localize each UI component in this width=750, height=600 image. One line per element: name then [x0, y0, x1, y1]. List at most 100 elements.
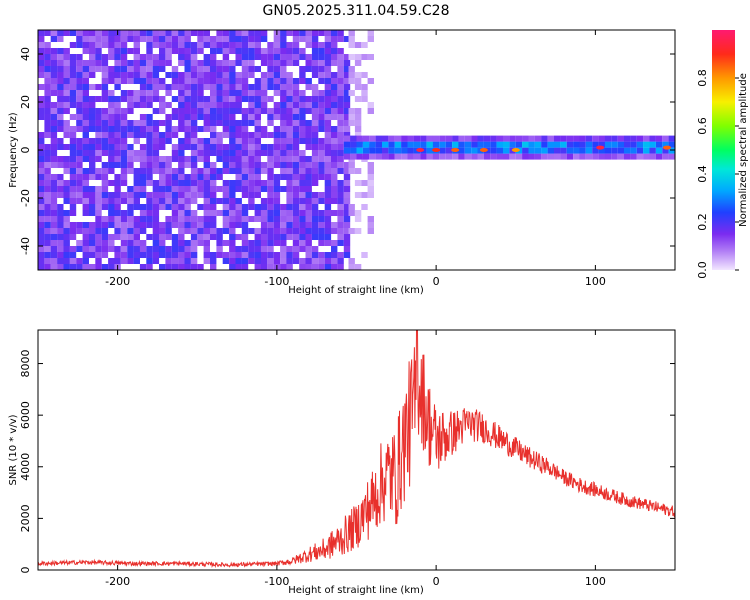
spectrogram-cell [305, 78, 312, 84]
colorbar: 0.00.20.40.60.8 Normalized spectral ampl… [696, 30, 749, 279]
spectrogram-cell [159, 246, 166, 252]
spectrogram-cell [267, 78, 274, 84]
spectrogram-cell [69, 222, 77, 228]
spectrogram-cell [260, 180, 268, 186]
spectrogram-cell [267, 246, 274, 252]
spectrogram-cell [146, 204, 153, 210]
spectrogram-cell [165, 54, 172, 60]
spectrogram-cell [305, 198, 312, 204]
spectrogram-cell [375, 147, 382, 154]
spectrogram-cell [210, 252, 217, 258]
spectrogram-cell [324, 192, 332, 198]
spectrogram-cell [490, 141, 497, 148]
spectrogram-cell [190, 138, 198, 144]
x-tick-label: -200 [105, 575, 130, 588]
spectrogram-cell [197, 42, 204, 48]
spectrogram-cell [203, 246, 210, 252]
spectrogram-cell [50, 228, 58, 234]
spectrogram-cell [159, 240, 166, 246]
spectrogram-cell [280, 114, 287, 120]
spectrogram-cell [120, 42, 128, 48]
spectrogram-cell [133, 180, 140, 186]
spectrogram-cell [146, 258, 153, 264]
spectrogram-cell [286, 168, 293, 174]
spectrogram-cell [324, 168, 332, 174]
spectrogram-cell [159, 222, 166, 228]
spectrogram-cell [280, 66, 287, 72]
spectrogram-cell [267, 240, 274, 246]
spectrogram-cell [178, 186, 185, 192]
spectrogram-cell [280, 174, 287, 180]
spectrogram-cell [108, 120, 115, 126]
spectrogram-cell [662, 135, 669, 142]
spectrogram-cell [267, 114, 274, 120]
spectrogram-cell [337, 228, 344, 234]
spectrogram-cell [254, 216, 261, 222]
spectrogram-cell [343, 102, 351, 108]
spectrogram-cell [598, 147, 605, 154]
spectrogram-cell [101, 222, 109, 228]
spectrogram-cell [178, 204, 185, 210]
spectrogram-cell [643, 147, 650, 154]
spectrogram-cell [407, 135, 414, 142]
spectrogram-cell [222, 90, 230, 96]
spectrogram-cell [152, 186, 160, 192]
spectrogram-cell [413, 135, 421, 142]
spectrogram-cell [254, 138, 261, 144]
spectrogram-cell [401, 153, 408, 160]
spectrogram-cell [267, 198, 274, 204]
spectrogram-cell [190, 168, 198, 174]
spectrogram-cell [299, 96, 306, 102]
spectrogram-cell [114, 210, 121, 216]
spectrogram-cell [305, 240, 312, 246]
spectrogram-cell [171, 234, 179, 240]
spectrogram-cell [203, 168, 210, 174]
spectrogram-cell [178, 60, 185, 66]
spectrogram-cell [318, 54, 325, 60]
spectrogram-cell [401, 141, 408, 148]
spectrogram-cell [95, 228, 102, 234]
spectrogram-cell [120, 66, 128, 72]
spectrogram-cell [311, 168, 319, 174]
spectrogram-cell [44, 192, 51, 198]
spectrogram-cell [50, 78, 58, 84]
spectrogram-cell [241, 120, 249, 126]
spectrogram-cell [197, 102, 204, 108]
spectrogram-cell [38, 42, 45, 48]
spectrogram-cell [273, 66, 281, 72]
spectrogram-cell [139, 162, 147, 168]
spectrogram-cell [197, 36, 204, 42]
spectrogram-cell [50, 186, 58, 192]
spectrogram-cell [171, 108, 179, 114]
spectrogram-cell [668, 147, 675, 154]
spectrogram-cell [280, 90, 287, 96]
spectrogram-cell [146, 156, 153, 162]
spectrogram-cell [343, 78, 351, 84]
spectrogram-cell [95, 60, 102, 66]
spectrogram-cell [95, 96, 102, 102]
spectrogram-cell [318, 120, 325, 126]
spectrogram-cell [165, 156, 172, 162]
spectrogram-cell [241, 180, 249, 186]
spectrogram-cell [133, 72, 140, 78]
spectrogram-cell [286, 156, 293, 162]
spectrogram-cell [133, 90, 140, 96]
spectrogram-cell [361, 54, 368, 60]
spectrogram-cell [216, 240, 223, 246]
spectrogram-cell [337, 126, 344, 132]
spectrogram-cell [260, 108, 268, 114]
spectrogram-cell [503, 141, 510, 148]
spectrogram-cell [152, 150, 160, 156]
spectrogram-cell [343, 141, 351, 148]
spectrogram-cell [44, 180, 51, 186]
spectrogram-cell [171, 216, 179, 222]
spectrogram-cell [114, 162, 121, 168]
spectrogram-cell [241, 252, 249, 258]
spectrogram-cell [254, 210, 261, 216]
spectrogram-cell [184, 126, 191, 132]
spectrogram-cell [362, 153, 370, 160]
spectrogram-cell [127, 66, 134, 72]
spectrogram-cell [133, 60, 140, 66]
spectrogram-cell [159, 156, 166, 162]
spectrogram-cell [178, 198, 185, 204]
